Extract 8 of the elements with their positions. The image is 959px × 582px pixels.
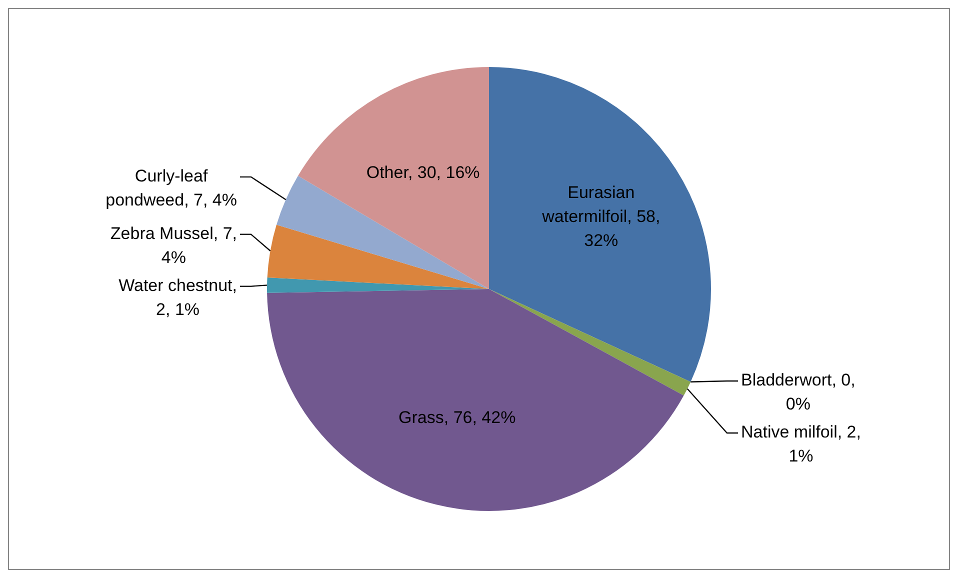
- slice-label: Grass, 76, 42%: [398, 408, 516, 428]
- slice-label: Native milfoil, 2, 1%: [741, 422, 861, 466]
- slice-label: Other, 30, 16%: [366, 162, 480, 182]
- slice-label: Water chestnut, 2, 1%: [118, 276, 237, 319]
- slice-label: Eurasian watermilfoil, 58, 32%: [541, 182, 660, 250]
- slice-label: Zebra Mussel, 7, 4%: [110, 224, 238, 267]
- legend-label: Bladderwort, 0, 0%: [740, 370, 856, 414]
- slice-label: Curly-leaf pondweed, 7, 4%: [106, 166, 238, 210]
